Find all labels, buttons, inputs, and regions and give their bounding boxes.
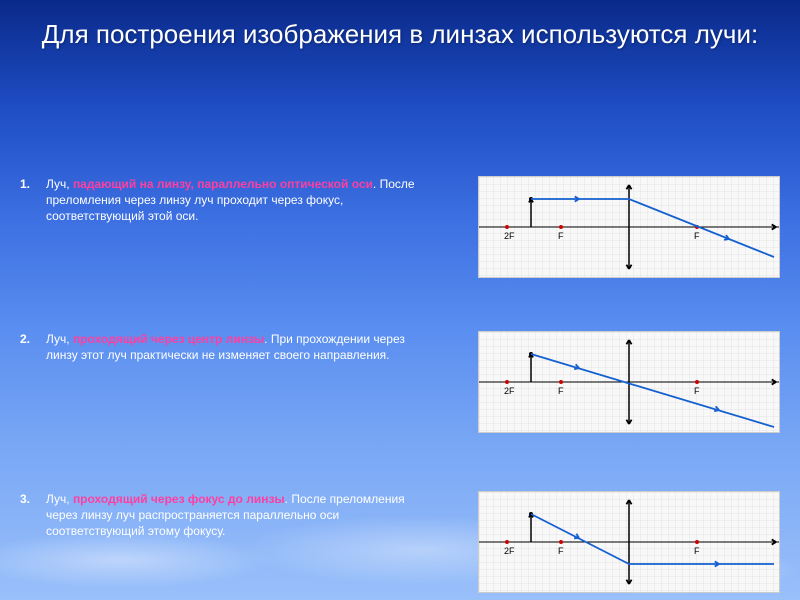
- svg-text:2F: 2F: [504, 386, 515, 396]
- ray-diagram-1: 2F F F: [478, 176, 780, 278]
- item-prefix-2: Луч,: [46, 332, 73, 346]
- row-1: 1. Луч, падающий на линзу, параллельно о…: [20, 176, 780, 278]
- ray-svg-1: 2F F F: [479, 177, 779, 277]
- item-prefix-1: Луч,: [46, 177, 73, 191]
- item-num-1: 1.: [20, 176, 46, 225]
- ray-diagram-2: 2F F F: [478, 331, 780, 433]
- svg-text:2F: 2F: [504, 231, 515, 241]
- item-body-2: Луч, проходящий через центр линзы. При п…: [46, 331, 430, 363]
- svg-text:F: F: [558, 231, 564, 241]
- svg-text:F: F: [694, 231, 700, 241]
- item-prefix-3: Луч,: [46, 492, 73, 506]
- item-text-3: 3. Луч, проходящий через фокус до линзы.…: [20, 491, 430, 540]
- slide-title: Для построения изображения в линзах испо…: [0, 0, 800, 61]
- item-text-2: 2. Луч, проходящий через центр линзы. Пр…: [20, 331, 430, 363]
- item-highlight-2: проходящий через центр линзы: [73, 332, 264, 346]
- item-num-3: 3.: [20, 491, 46, 540]
- item-highlight-1: падающий на линзу, параллельно оптическо…: [73, 177, 373, 191]
- item-text-1: 1. Луч, падающий на линзу, параллельно о…: [20, 176, 430, 225]
- ray-svg-3: 2F F F: [479, 492, 779, 592]
- svg-text:F: F: [558, 386, 564, 396]
- row-3: 3. Луч, проходящий через фокус до линзы.…: [20, 491, 780, 593]
- svg-text:F: F: [694, 386, 700, 396]
- item-highlight-3: проходящий через фокус до линзы: [73, 492, 285, 506]
- ray-svg-2: 2F F F: [479, 332, 779, 432]
- ray-diagram-3: 2F F F: [478, 491, 780, 593]
- svg-text:F: F: [694, 546, 700, 556]
- item-body-3: Луч, проходящий через фокус до линзы. По…: [46, 491, 430, 540]
- svg-text:F: F: [558, 546, 564, 556]
- item-num-2: 2.: [20, 331, 46, 363]
- svg-text:2F: 2F: [504, 546, 515, 556]
- row-2: 2. Луч, проходящий через центр линзы. Пр…: [20, 331, 780, 433]
- item-body-1: Луч, падающий на линзу, параллельно опти…: [46, 176, 430, 225]
